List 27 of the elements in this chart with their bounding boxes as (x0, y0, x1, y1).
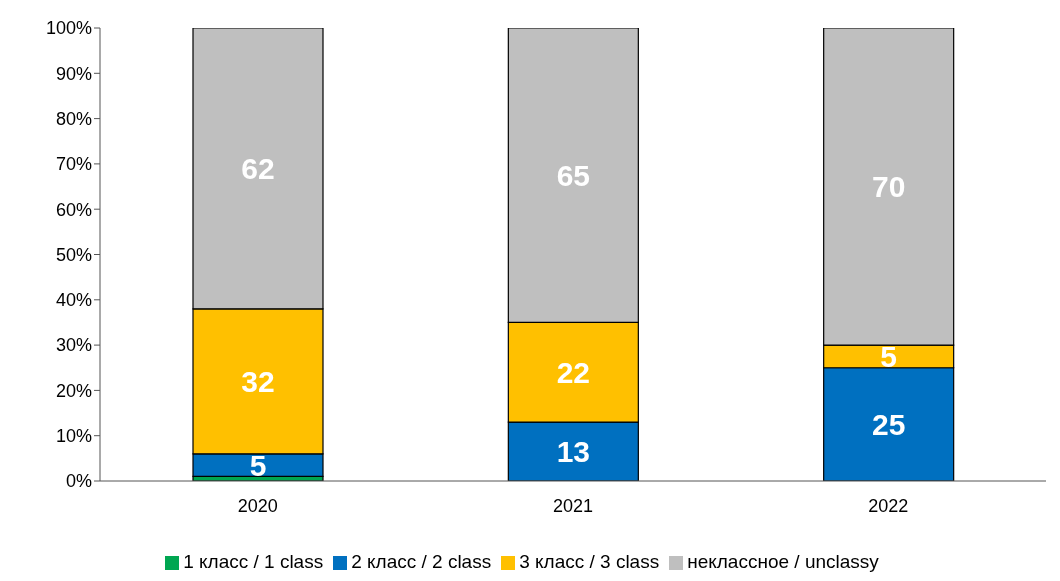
data-label: 13 (556, 435, 591, 469)
legend-label: 1 класс / 1 class (183, 551, 324, 572)
x-tick-label: 2020 (237, 495, 278, 516)
data-label: 32 (241, 364, 275, 398)
y-tick-label: 70% (55, 154, 92, 175)
y-tick-label: 40% (55, 290, 92, 311)
data-label: 5 (249, 448, 267, 482)
data-label: 65 (556, 158, 591, 192)
x-tick-label: 2022 (868, 495, 909, 516)
y-tick-label: 30% (55, 335, 92, 356)
y-tick-label: 50% (55, 244, 92, 265)
legend-label: неклассное / unclassy (687, 551, 879, 572)
y-tick-label: 10% (55, 426, 92, 447)
legend-label: 3 класс / 3 class (519, 551, 660, 572)
data-label: 22 (556, 355, 591, 389)
y-tick-label: 60% (55, 199, 92, 220)
data-label: 70 (871, 170, 906, 204)
y-tick-label: 0% (65, 471, 92, 492)
y-tick-label: 100% (45, 18, 92, 39)
x-tick-label: 2021 (552, 495, 594, 516)
data-label: 25 (871, 407, 906, 441)
y-tick-label: 80% (55, 108, 92, 129)
legend-label: 2 класс / 2 class (351, 551, 492, 572)
data-label: 62 (241, 151, 275, 185)
y-tick-label: 20% (55, 380, 92, 401)
y-tick-label: 90% (55, 63, 92, 84)
data-label: 5 (880, 339, 898, 373)
